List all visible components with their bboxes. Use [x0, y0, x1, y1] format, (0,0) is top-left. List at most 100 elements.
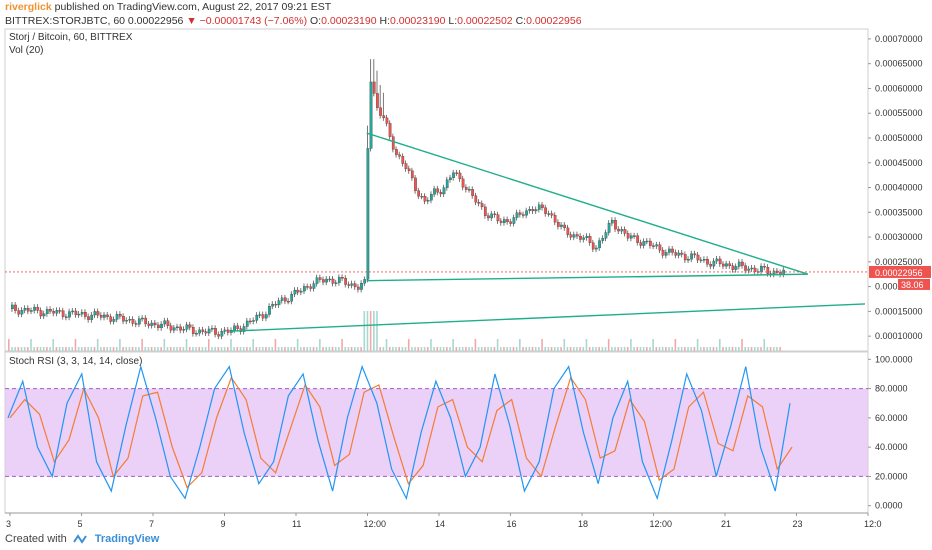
- volume-bar: [223, 347, 226, 351]
- trendline: [366, 273, 808, 282]
- price-y-tick-label: 0.00070000: [875, 34, 923, 44]
- candle: [264, 314, 268, 319]
- volume-bar: [338, 347, 340, 351]
- candle: [398, 154, 401, 157]
- candle: [39, 310, 43, 317]
- stoch-y-tick-label: 40.0000: [875, 442, 908, 452]
- candle: [214, 328, 217, 335]
- candle: [68, 311, 71, 318]
- candle: [309, 286, 313, 289]
- volume-bar: [563, 339, 566, 351]
- volume-bar: [134, 347, 137, 351]
- volume-bar: [642, 347, 645, 351]
- username[interactable]: riverglick: [5, 1, 52, 13]
- volume-bar: [649, 347, 651, 351]
- volume-bar: [582, 347, 585, 351]
- candle: [426, 200, 430, 202]
- volume-bar: [185, 339, 188, 351]
- candle: [744, 265, 747, 271]
- candle: [306, 286, 309, 288]
- volume-bar: [569, 347, 572, 351]
- volume-bar: [712, 347, 715, 351]
- candle: [531, 209, 535, 212]
- x-tick-label: 12:00: [364, 519, 387, 529]
- candle: [236, 325, 240, 329]
- last-price-badge-text: 0.00022956: [875, 268, 923, 278]
- stoch-title: Stoch RSI (3, 3, 14, 14, close): [9, 356, 142, 367]
- candle: [725, 263, 728, 267]
- volume-bar: [465, 347, 467, 351]
- candle: [649, 240, 652, 246]
- volume-bar: [376, 311, 378, 351]
- volume-bar: [420, 347, 423, 351]
- candle: [391, 136, 395, 150]
- volume-bar: [39, 347, 42, 351]
- volume-bar: [20, 347, 23, 351]
- volume-bar: [388, 347, 391, 351]
- candle: [30, 310, 33, 312]
- volume-bar: [442, 347, 445, 351]
- candle: [64, 316, 68, 318]
- price-y-tick-label: 0.00030000: [875, 232, 923, 242]
- candle: [328, 278, 332, 281]
- volume-bar: [693, 347, 696, 351]
- tradingview-brand[interactable]: TradingView: [94, 533, 160, 545]
- volume-bar: [661, 347, 664, 351]
- candle: [509, 221, 513, 224]
- volume-bar: [252, 339, 255, 351]
- volume-bar: [538, 347, 540, 351]
- volume-bar: [42, 347, 45, 351]
- volume-bar: [268, 347, 270, 351]
- candle: [468, 189, 471, 191]
- stoch-y-tick-label: 20.0000: [875, 471, 908, 481]
- change-value: −0.00001743 (−7.06%): [199, 15, 308, 27]
- volume-bar: [544, 347, 547, 351]
- candle: [410, 170, 414, 179]
- candle: [474, 195, 478, 203]
- volume-bar: [734, 347, 737, 351]
- volume-bar: [576, 347, 578, 351]
- volume-bar: [553, 347, 556, 351]
- candle: [668, 248, 671, 253]
- volume-bar: [198, 347, 201, 351]
- volume-bar: [414, 347, 416, 351]
- candle: [366, 148, 370, 280]
- volume-bar: [766, 347, 769, 351]
- candle: [131, 319, 135, 324]
- candle: [395, 149, 398, 155]
- candle: [277, 300, 281, 306]
- volume-bar: [468, 347, 470, 351]
- candle: [382, 115, 386, 119]
- volume-bar: [458, 347, 461, 351]
- volume-bar: [255, 347, 258, 351]
- candle: [388, 123, 392, 137]
- candle: [96, 311, 100, 316]
- volume-bar: [8, 339, 10, 351]
- candle: [325, 278, 328, 283]
- volume-bar: [379, 347, 381, 351]
- candle: [699, 259, 703, 262]
- volume-bar: [779, 347, 781, 351]
- volume-bar: [480, 347, 483, 351]
- volume-bar: [328, 347, 331, 351]
- volume-bar: [300, 347, 302, 351]
- volume-bar: [192, 347, 194, 351]
- candle: [198, 329, 201, 334]
- candle: [258, 314, 262, 316]
- candle: [144, 317, 148, 325]
- volume-bar: [715, 347, 718, 351]
- volume-bar: [214, 347, 216, 351]
- stoch-y-tick-label: 60.0000: [875, 413, 908, 423]
- candle: [623, 229, 627, 234]
- high-label: H:: [379, 15, 391, 27]
- price-y-tick-label: 0.00035000: [875, 207, 923, 217]
- candle: [737, 261, 741, 267]
- candle: [728, 263, 732, 266]
- volume-bar: [639, 347, 642, 351]
- candle: [598, 240, 601, 249]
- volume-bar: [353, 347, 356, 351]
- stoch-k-line: [7, 364, 791, 501]
- candle: [639, 242, 643, 246]
- volume-bar: [696, 339, 699, 351]
